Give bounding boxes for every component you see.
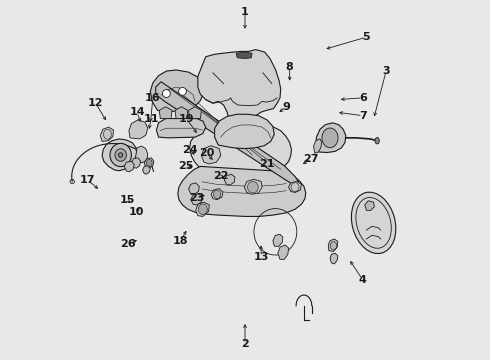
Text: 1: 1 (241, 7, 249, 17)
Text: 21: 21 (259, 159, 274, 169)
Polygon shape (190, 123, 292, 175)
Text: 20: 20 (199, 148, 215, 158)
Text: 26: 26 (120, 239, 136, 249)
Text: 19: 19 (179, 114, 195, 124)
Polygon shape (124, 161, 134, 172)
Polygon shape (316, 123, 346, 153)
Polygon shape (224, 174, 235, 185)
Polygon shape (135, 146, 148, 163)
Polygon shape (102, 139, 137, 171)
Text: 27: 27 (303, 154, 319, 163)
Polygon shape (191, 194, 202, 205)
Text: 22: 22 (213, 171, 229, 181)
Polygon shape (156, 118, 206, 138)
Text: 17: 17 (80, 175, 96, 185)
Polygon shape (178, 166, 306, 216)
Ellipse shape (247, 181, 258, 193)
Ellipse shape (351, 192, 396, 253)
Text: 9: 9 (282, 102, 290, 112)
Polygon shape (245, 179, 262, 194)
Polygon shape (100, 127, 114, 141)
Text: 13: 13 (253, 252, 269, 262)
Ellipse shape (375, 138, 379, 144)
Polygon shape (201, 146, 220, 164)
Polygon shape (129, 120, 148, 139)
Polygon shape (144, 158, 154, 168)
Polygon shape (198, 50, 281, 125)
Ellipse shape (119, 153, 123, 157)
Ellipse shape (198, 204, 207, 215)
Text: 8: 8 (286, 63, 294, 72)
Ellipse shape (178, 87, 186, 95)
Text: 3: 3 (382, 66, 390, 76)
Polygon shape (236, 52, 252, 59)
Text: 11: 11 (143, 114, 159, 124)
Polygon shape (330, 253, 338, 264)
Text: 25: 25 (178, 161, 194, 171)
Text: 14: 14 (129, 107, 145, 117)
Polygon shape (314, 139, 322, 153)
Polygon shape (328, 239, 338, 251)
Polygon shape (156, 82, 298, 187)
Text: 23: 23 (189, 193, 204, 203)
Text: 12: 12 (88, 98, 103, 108)
Polygon shape (175, 107, 188, 118)
Polygon shape (196, 202, 209, 216)
Text: 18: 18 (173, 236, 189, 246)
Polygon shape (150, 70, 204, 111)
Polygon shape (131, 158, 141, 168)
Polygon shape (365, 201, 374, 210)
Polygon shape (278, 245, 289, 259)
Text: 2: 2 (241, 339, 249, 349)
Text: 5: 5 (363, 32, 370, 42)
Text: 24: 24 (182, 145, 197, 155)
Text: 4: 4 (359, 275, 367, 285)
Polygon shape (211, 189, 223, 200)
Ellipse shape (110, 143, 131, 167)
Text: 15: 15 (120, 195, 135, 204)
Text: 7: 7 (359, 111, 367, 121)
Ellipse shape (163, 90, 171, 98)
Ellipse shape (322, 128, 338, 148)
Polygon shape (273, 234, 283, 247)
Text: 16: 16 (145, 93, 161, 103)
Polygon shape (215, 114, 274, 149)
Polygon shape (189, 107, 201, 118)
Polygon shape (289, 181, 301, 193)
Polygon shape (189, 183, 199, 194)
Polygon shape (159, 107, 172, 118)
Ellipse shape (115, 149, 126, 161)
Ellipse shape (147, 159, 152, 166)
Ellipse shape (214, 190, 220, 199)
Text: 6: 6 (359, 93, 367, 103)
Polygon shape (143, 166, 150, 174)
Text: 10: 10 (128, 207, 144, 217)
